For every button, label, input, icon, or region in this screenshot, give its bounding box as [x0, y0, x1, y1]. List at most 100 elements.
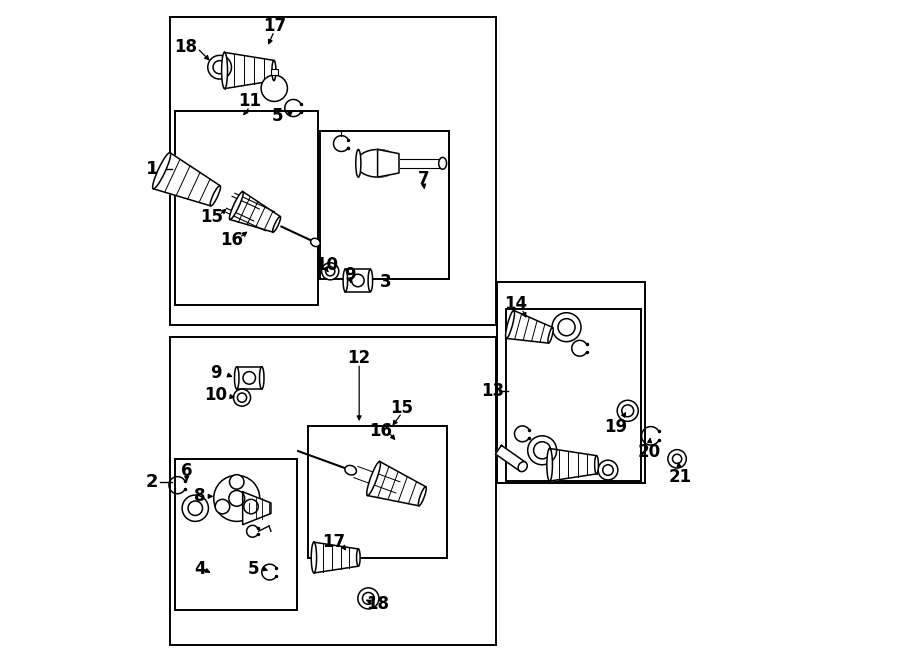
Text: 9: 9: [344, 266, 356, 284]
Text: 5: 5: [248, 560, 259, 578]
Circle shape: [326, 266, 335, 276]
Bar: [170, 337, 496, 645]
Polygon shape: [507, 311, 553, 343]
Circle shape: [238, 393, 247, 403]
Polygon shape: [153, 153, 220, 206]
Polygon shape: [495, 446, 526, 471]
Polygon shape: [243, 492, 271, 525]
Text: 5: 5: [272, 107, 284, 125]
Ellipse shape: [356, 149, 361, 177]
Circle shape: [672, 454, 681, 463]
Ellipse shape: [153, 153, 171, 189]
Text: 16: 16: [369, 422, 392, 440]
Ellipse shape: [221, 52, 228, 89]
Circle shape: [363, 592, 374, 604]
Bar: [237, 367, 262, 389]
Circle shape: [188, 501, 202, 516]
Circle shape: [358, 588, 379, 609]
Polygon shape: [230, 192, 280, 232]
Ellipse shape: [272, 60, 276, 81]
Bar: [175, 459, 297, 610]
Ellipse shape: [311, 542, 317, 573]
Ellipse shape: [547, 448, 553, 481]
Text: 9: 9: [210, 364, 221, 381]
Circle shape: [261, 75, 287, 101]
Text: 10: 10: [315, 256, 338, 274]
Bar: [170, 17, 496, 325]
Bar: [320, 131, 449, 279]
Circle shape: [230, 475, 244, 489]
Text: 7: 7: [418, 170, 429, 188]
Text: 13: 13: [482, 382, 504, 400]
Text: 11: 11: [238, 93, 261, 110]
Ellipse shape: [518, 462, 527, 472]
Bar: [175, 111, 319, 305]
Circle shape: [208, 56, 231, 79]
Text: 20: 20: [638, 444, 661, 461]
Polygon shape: [367, 461, 426, 506]
Circle shape: [243, 371, 256, 384]
Circle shape: [244, 499, 258, 514]
Text: 14: 14: [504, 295, 527, 313]
Text: 17: 17: [322, 533, 345, 551]
Text: 16: 16: [220, 231, 244, 249]
Circle shape: [215, 499, 230, 514]
Circle shape: [213, 61, 226, 74]
Circle shape: [352, 274, 365, 287]
Ellipse shape: [210, 186, 220, 206]
Ellipse shape: [506, 311, 515, 338]
Text: 19: 19: [604, 418, 627, 436]
Circle shape: [603, 465, 613, 475]
Polygon shape: [314, 542, 358, 573]
Polygon shape: [550, 448, 597, 481]
Ellipse shape: [235, 367, 239, 389]
Ellipse shape: [548, 327, 554, 343]
Ellipse shape: [343, 269, 347, 292]
Text: 12: 12: [347, 349, 371, 367]
Circle shape: [527, 436, 556, 465]
Bar: [498, 282, 645, 483]
Ellipse shape: [366, 461, 381, 496]
Circle shape: [552, 313, 581, 342]
Text: 10: 10: [204, 386, 227, 404]
Circle shape: [229, 490, 245, 506]
Text: 8: 8: [194, 487, 205, 506]
Text: 1: 1: [146, 160, 158, 178]
Text: 2: 2: [146, 473, 158, 491]
Circle shape: [598, 460, 617, 480]
Ellipse shape: [273, 217, 281, 232]
Circle shape: [534, 442, 551, 459]
Ellipse shape: [418, 486, 427, 506]
Text: 17: 17: [263, 17, 286, 35]
Polygon shape: [378, 149, 399, 177]
Polygon shape: [225, 52, 274, 89]
Bar: [271, 69, 277, 75]
Text: 21: 21: [669, 467, 692, 486]
Circle shape: [233, 389, 250, 407]
Ellipse shape: [310, 239, 320, 247]
Text: 4: 4: [194, 560, 206, 578]
Bar: [346, 269, 371, 292]
Circle shape: [622, 405, 634, 416]
Ellipse shape: [345, 465, 356, 475]
Bar: [309, 426, 446, 558]
Ellipse shape: [356, 549, 360, 566]
Ellipse shape: [356, 149, 399, 177]
Circle shape: [668, 449, 687, 468]
Text: 3: 3: [381, 274, 392, 292]
Text: 15: 15: [391, 399, 413, 417]
Circle shape: [182, 495, 209, 522]
Circle shape: [617, 401, 638, 421]
Ellipse shape: [438, 157, 446, 169]
Ellipse shape: [368, 269, 373, 292]
Circle shape: [213, 475, 260, 522]
Text: 18: 18: [174, 38, 197, 56]
Bar: [506, 309, 641, 481]
Ellipse shape: [230, 192, 243, 219]
Circle shape: [321, 262, 338, 280]
Ellipse shape: [259, 367, 264, 389]
Text: 18: 18: [366, 595, 389, 613]
Circle shape: [558, 319, 575, 336]
Text: 6: 6: [181, 461, 193, 480]
Text: 15: 15: [200, 208, 223, 226]
